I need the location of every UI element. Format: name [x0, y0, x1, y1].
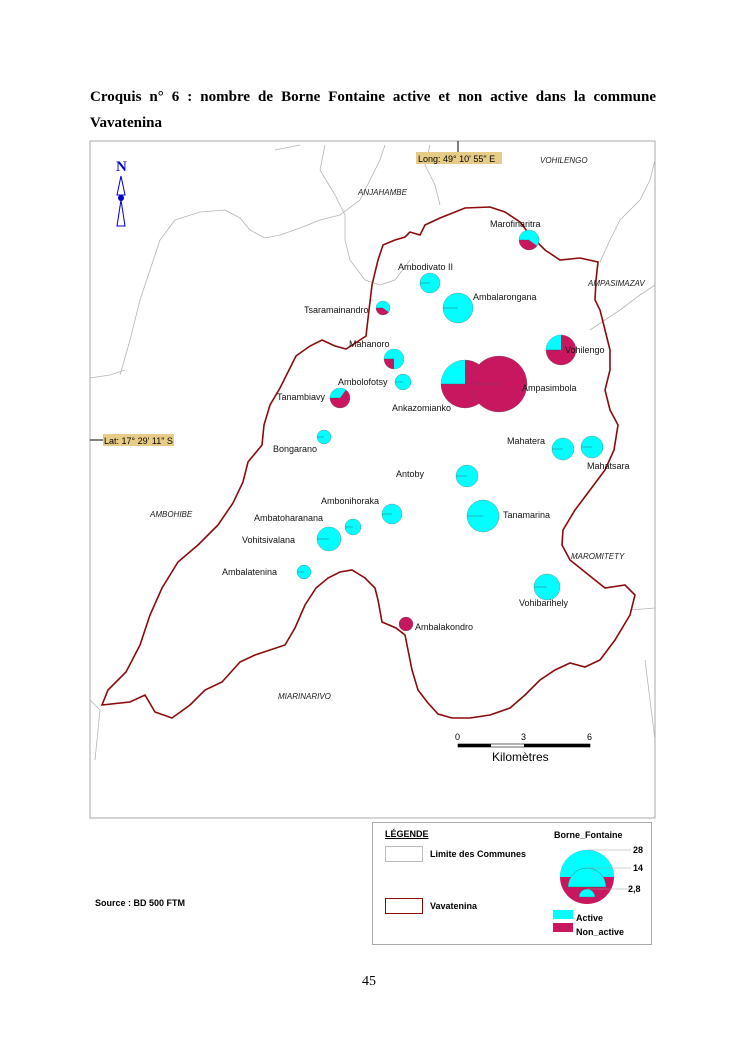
figure-title-line2: Vavatenina	[90, 115, 162, 131]
pie-marofinaritra	[518, 229, 540, 251]
symbol-title: Borne_Fontaine	[554, 830, 623, 840]
pie-active-slice	[376, 301, 391, 313]
commune-label: ANJAHAMBE	[357, 188, 408, 197]
locality-label: Marofinaritra	[490, 219, 541, 229]
pie-tanamarina	[466, 499, 500, 533]
vavatenina-boundary	[100, 206, 636, 719]
locality-label: Ankazomianko	[392, 403, 451, 413]
locality-label: Tanamarina	[503, 510, 550, 520]
pie-bongarano	[316, 429, 332, 445]
commune-limit-label: Limite des Communes	[430, 849, 527, 859]
locality-label: Ambodivato II	[398, 262, 453, 272]
non-active-label: Non_active	[576, 927, 625, 937]
pie-active-slice	[546, 335, 561, 350]
pie-mahatsara	[580, 435, 604, 459]
longitude-label: Long: 49° 10' 55" E	[418, 154, 495, 164]
pie-mahanoro	[383, 348, 405, 370]
commune-limit-swatch	[385, 846, 423, 862]
pie-active-slice	[519, 229, 540, 246]
locality-label: Ambolofotsy	[338, 377, 388, 387]
locality-labels: Marofinaritra Ambodivato II Ambalarongana T…	[222, 219, 630, 632]
locality-label: Ambalakondro	[415, 622, 473, 632]
size-value-28: 28	[633, 845, 644, 855]
active-label: Active	[576, 913, 604, 923]
pie-ambatoharanana	[344, 518, 362, 536]
vavatenina-label: Vavatenina	[430, 901, 478, 911]
scale-tick: 6	[587, 732, 592, 742]
latitude-label-bg	[103, 434, 174, 446]
locality-label: Tsaramainandro	[304, 305, 369, 315]
locality-label: Ambatoharanana	[254, 513, 323, 523]
commune-label: VOHILENGO	[540, 156, 588, 165]
scale-tick: 3	[521, 732, 526, 742]
commune-limits	[89, 144, 656, 761]
locality-label: Vohibarihely	[519, 598, 569, 608]
commune-labels: VOHILENGO ANJAHAMBE AMPASIMAZAV AMBOHIBE…	[149, 156, 645, 701]
locality-label: Ambalarongana	[473, 292, 537, 302]
figure-title: Croquis n° 6 : nombre de Borne Fontaine …	[90, 89, 656, 105]
scale-tick: 0	[455, 732, 460, 742]
locality-label: Mahanoro	[349, 339, 390, 349]
scale-bar: 0 3 6 Kilomètres	[455, 732, 592, 764]
north-arrow: N	[116, 159, 127, 227]
map-frame	[89, 140, 656, 819]
size-value-14: 14	[633, 863, 644, 873]
locality-label: Ampasimbola	[522, 383, 577, 393]
non-active-swatch	[553, 923, 573, 932]
locality-label: Mahatsara	[587, 461, 630, 471]
size-value-2-8: 2,8	[628, 884, 641, 894]
north-label: N	[116, 159, 127, 175]
commune-label: MIARINARIVO	[278, 692, 331, 701]
scale-unit: Kilomètres	[492, 750, 549, 764]
pie-vohitsivalana	[316, 526, 342, 552]
pie-tsaramainandro	[375, 300, 391, 316]
locality-label: Vohitsivalana	[242, 535, 295, 545]
source-note: Source : BD 500 FTM	[95, 898, 186, 908]
pie-ambalakondro	[398, 616, 414, 632]
page-number: 45	[362, 974, 376, 989]
legend: LÉGENDE Limite des Communes Vavatenina B…	[372, 822, 652, 945]
locality-label: Vohilengo	[565, 345, 605, 355]
commune-label: AMPASIMAZAV	[587, 279, 645, 288]
locality-label: Ambonihoraka	[321, 496, 379, 506]
pie-ambolofotsy	[394, 373, 412, 391]
north-arrow-icon	[118, 195, 124, 201]
locality-label: Mahatera	[507, 436, 545, 446]
locality-label: Tanambiavy	[277, 392, 326, 402]
pie-ambonihoraka	[381, 503, 403, 525]
pie-antoby	[455, 464, 479, 488]
pie-mahatera	[551, 437, 575, 461]
active-swatch	[553, 910, 573, 919]
pie-ambalatenina	[296, 564, 312, 580]
pie-symbols	[296, 229, 604, 632]
locality-label: Bongarano	[273, 444, 317, 454]
pie-ampasimbola	[470, 355, 528, 413]
pie-active-slice	[441, 360, 465, 384]
pie-ambodivato-ii	[419, 272, 441, 294]
pie-active-slice	[330, 388, 346, 398]
legend-title: LÉGENDE	[385, 829, 429, 839]
locality-label: Ambalatenina	[222, 567, 277, 577]
size-legend	[560, 849, 631, 904]
longitude-label-bg	[416, 152, 502, 164]
pie-tanambiavy	[329, 387, 351, 409]
pie-vohibarihely	[533, 573, 561, 601]
vavatenina-swatch	[385, 898, 423, 914]
latitude-label: Lat: 17° 29' 11" S	[104, 436, 173, 446]
locality-label: Antoby	[396, 469, 425, 479]
pie-vohilengo	[545, 334, 577, 366]
commune-label: MAROMITETY	[571, 552, 625, 561]
commune-label: AMBOHIBE	[149, 510, 193, 519]
pie-ambalarongana	[442, 292, 474, 324]
